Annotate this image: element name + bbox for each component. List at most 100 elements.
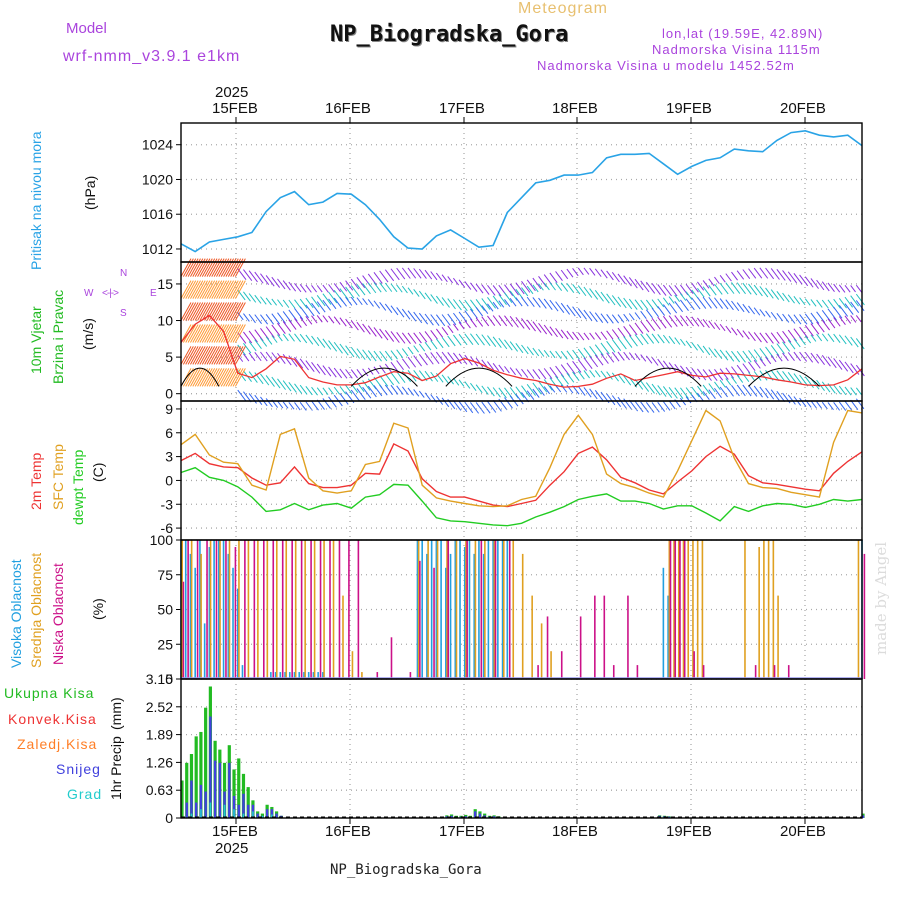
- wind-barb: [793, 351, 801, 362]
- wind-barb-strong: [190, 280, 201, 299]
- wind-barb: [458, 333, 468, 346]
- wind-barb: [611, 314, 620, 324]
- wind-barb: [714, 368, 724, 381]
- wind-barb: [237, 354, 244, 362]
- wind-barb: [418, 290, 426, 300]
- wind-barb: [748, 372, 756, 382]
- wind-barb: [509, 316, 519, 328]
- precip-snow-bar: [194, 802, 198, 818]
- wind-barb: [475, 283, 484, 294]
- wind-barb: [470, 282, 478, 292]
- wind-barb: [526, 384, 536, 396]
- wind-barb: [447, 325, 454, 334]
- wind-barb: [748, 268, 757, 279]
- wind-barb: [589, 332, 595, 340]
- wind-barb: [487, 315, 496, 326]
- wind-barb: [657, 284, 667, 296]
- wind-barb: [481, 334, 491, 347]
- wind-barb: [793, 338, 801, 348]
- wind-barb: [418, 268, 427, 279]
- wind-barb: [691, 316, 700, 327]
- wind-barb: [452, 312, 462, 324]
- wind-barb: [765, 356, 772, 365]
- wind-barb: [265, 297, 272, 306]
- y-tick-label: 15: [157, 276, 173, 292]
- wind-barb: [787, 294, 795, 304]
- wind-barb: [589, 288, 599, 300]
- wind-barb: [515, 297, 523, 307]
- wind-barb: [390, 361, 398, 372]
- wind-barb: [362, 283, 371, 295]
- wind-barb: [458, 311, 468, 323]
- wind-barb: [237, 389, 247, 402]
- wind-barb-strong: [225, 280, 237, 299]
- wind-barb: [680, 299, 689, 312]
- wind-barb: [714, 276, 720, 284]
- wind-barb-strong: [206, 302, 218, 321]
- wind-barb: [526, 285, 534, 295]
- wind-barb: [657, 358, 665, 369]
- wind-barb: [430, 271, 438, 281]
- wind-barb: [634, 353, 641, 361]
- wind-barb: [572, 349, 580, 360]
- wind-barb: [748, 305, 756, 315]
- wind-barb: [850, 285, 856, 293]
- wind-barb: [538, 380, 548, 393]
- precip-total-bar: [237, 758, 241, 818]
- wind-barb: [260, 273, 270, 285]
- wind-barb-strong: [199, 346, 211, 365]
- wind-barb: [691, 367, 701, 380]
- wind-barb: [384, 269, 395, 282]
- wind-barb: [600, 370, 607, 379]
- wind-barb: [804, 313, 814, 325]
- precip-snow-bar: [232, 795, 236, 818]
- wind-barb: [299, 358, 309, 371]
- wind-barb: [396, 360, 405, 371]
- wind-barb: [390, 331, 400, 343]
- wind-barb: [725, 378, 732, 386]
- wind-barb: [719, 298, 729, 310]
- wind-barb: [470, 402, 480, 414]
- y-tick-label: 3: [165, 449, 173, 465]
- wind-barb-strong: [197, 346, 208, 365]
- wind-barb: [504, 284, 514, 297]
- wind-barb: [418, 353, 428, 366]
- wind-barb: [838, 359, 849, 372]
- wind-barb: [799, 336, 806, 346]
- wind-barb: [373, 385, 383, 397]
- wind-barb: [373, 300, 381, 309]
- wind-barb: [509, 290, 518, 301]
- wind-barb: [634, 299, 644, 311]
- wind-barb: [311, 296, 320, 308]
- wind-barb: [611, 295, 622, 307]
- wind-barb: [396, 307, 405, 318]
- wind-barb: [356, 283, 366, 296]
- wind-barb: [731, 327, 738, 336]
- wind-barb: [680, 293, 687, 301]
- wind-barb: [367, 385, 377, 398]
- wind-barb: [719, 349, 729, 361]
- wind-barb: [782, 270, 792, 282]
- wind-barb: [277, 352, 286, 364]
- wind-barb-strong: [194, 280, 206, 299]
- wind-barb-strong: [208, 324, 220, 343]
- wind-barb: [844, 315, 852, 324]
- wind-barb: [492, 295, 502, 307]
- wind-barb: [668, 362, 677, 373]
- wind-barb: [572, 360, 582, 373]
- wind-barb: [294, 383, 303, 394]
- wind-barb: [787, 372, 797, 384]
- wind-barb: [566, 283, 575, 293]
- wind-barb: [742, 330, 750, 340]
- wind-barb: [464, 333, 474, 346]
- wind-barb: [799, 297, 806, 306]
- wind-barb: [311, 315, 318, 324]
- temp-label-dewpt: dewpt Temp: [70, 449, 86, 525]
- wind-barb: [532, 277, 542, 290]
- wind-barb: [458, 321, 465, 330]
- wind-barb: [401, 308, 411, 320]
- wind-barb: [714, 348, 723, 360]
- wind-barb: [418, 343, 426, 352]
- wind-barb: [714, 297, 723, 309]
- wind-barb: [538, 297, 547, 309]
